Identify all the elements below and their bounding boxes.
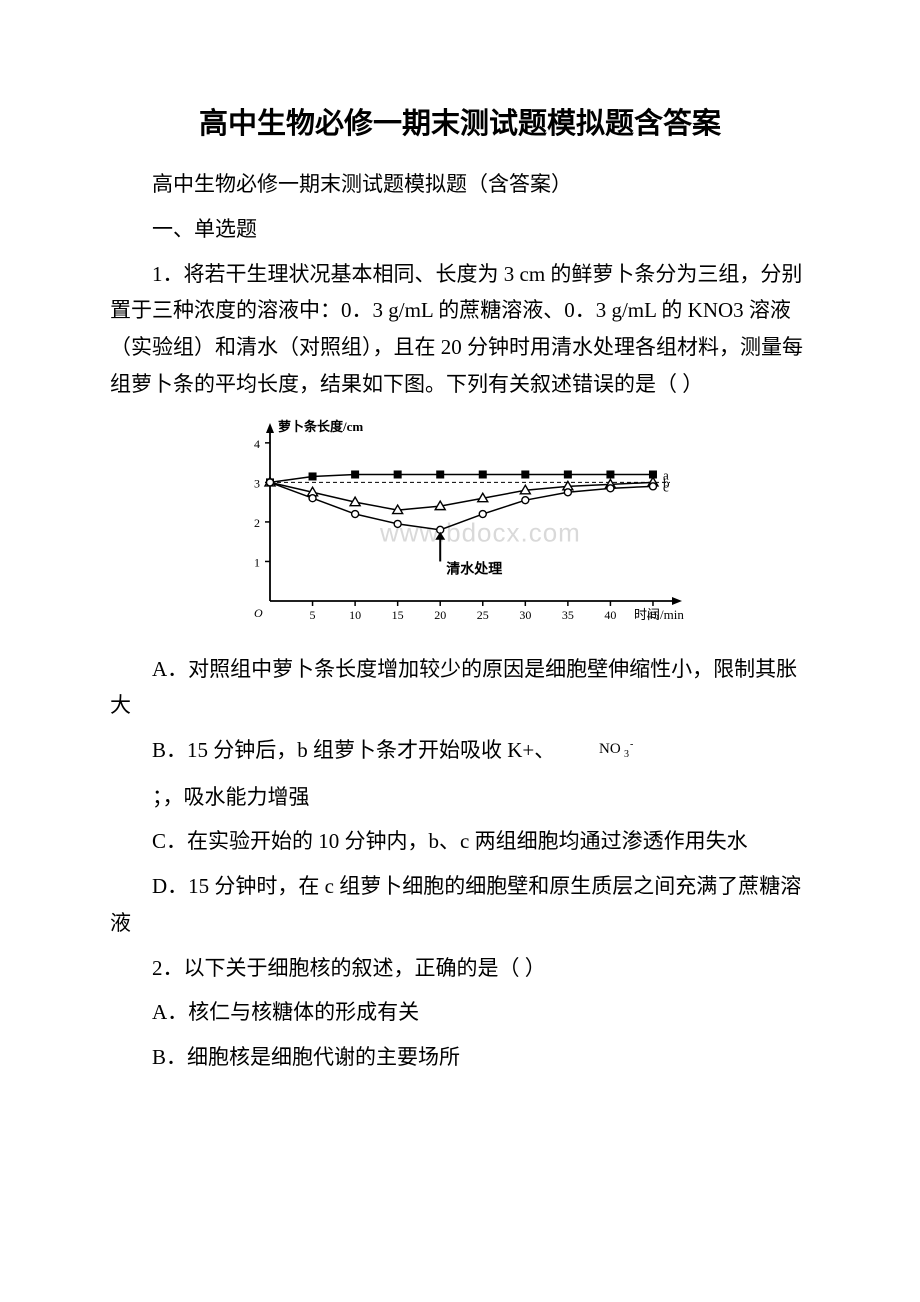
- line-chart: www.bdocx.com萝卜条长度/cm时间/minO123451015202…: [220, 417, 690, 637]
- svg-text:4: 4: [254, 436, 260, 450]
- q1-option-b: B．15 分钟后，b 组萝卜条才开始吸收 K+、NO3-: [110, 732, 810, 771]
- svg-text:10: 10: [349, 608, 361, 622]
- svg-text:1: 1: [254, 555, 260, 569]
- chart-figure: www.bdocx.com萝卜条长度/cm时间/minO123451015202…: [220, 417, 810, 637]
- svg-text:NO: NO: [599, 741, 621, 757]
- svg-text:30: 30: [519, 608, 531, 622]
- q2-option-b: B．细胞核是细胞代谢的主要场所: [110, 1039, 810, 1076]
- q2-option-a: A．核仁与核糖体的形成有关: [110, 994, 810, 1031]
- q1-option-a: A．对照组中萝卜条长度增加较少的原因是细胞壁伸缩性小，限制其胀大: [110, 651, 810, 725]
- no3-formula-icon: NO3-: [555, 734, 641, 771]
- q2-stem: 2．以下关于细胞核的叙述，正确的是（ ）: [110, 950, 810, 987]
- svg-text:40: 40: [604, 608, 616, 622]
- q1-b-pretext: B．15 分钟后，b 组萝卜条才开始吸收 K+、: [152, 738, 555, 762]
- page-title: 高中生物必修一期末测试题模拟题含答案: [110, 100, 810, 142]
- svg-text:时间/min: 时间/min: [634, 607, 684, 622]
- section-heading: 一、单选题: [110, 211, 810, 248]
- svg-text:萝卜条长度/cm: 萝卜条长度/cm: [278, 419, 363, 434]
- subtitle: 高中生物必修一期末测试题模拟题（含答案）: [110, 166, 810, 203]
- svg-text:15: 15: [392, 608, 404, 622]
- svg-text:25: 25: [477, 608, 489, 622]
- svg-text:45: 45: [647, 608, 659, 622]
- svg-text:清水处理: 清水处理: [446, 560, 502, 577]
- q1-option-c: C．在实验开始的 10 分钟内，b、c 两组细胞均通过渗透作用失水: [110, 823, 810, 860]
- svg-text:5: 5: [310, 608, 316, 622]
- svg-text:3: 3: [254, 476, 260, 490]
- svg-text:20: 20: [434, 608, 446, 622]
- svg-text:c: c: [663, 479, 669, 494]
- q1-stem: 1．将若干生理状况基本相同、长度为 3 cm 的鲜萝卜条分为三组，分别置于三种浓…: [110, 256, 810, 403]
- svg-text:-: -: [630, 739, 633, 750]
- svg-text:2: 2: [254, 515, 260, 529]
- q1-option-d: D．15 分钟时，在 c 组萝卜细胞的细胞壁和原生质层之间充满了蔗糖溶液: [110, 868, 810, 942]
- svg-text:O: O: [254, 606, 263, 620]
- svg-text:3: 3: [624, 749, 629, 759]
- svg-text:35: 35: [562, 608, 574, 622]
- svg-text:www.bdocx.com: www.bdocx.com: [379, 517, 581, 547]
- q1-option-b-line2: ；，吸水能力增强: [110, 779, 810, 816]
